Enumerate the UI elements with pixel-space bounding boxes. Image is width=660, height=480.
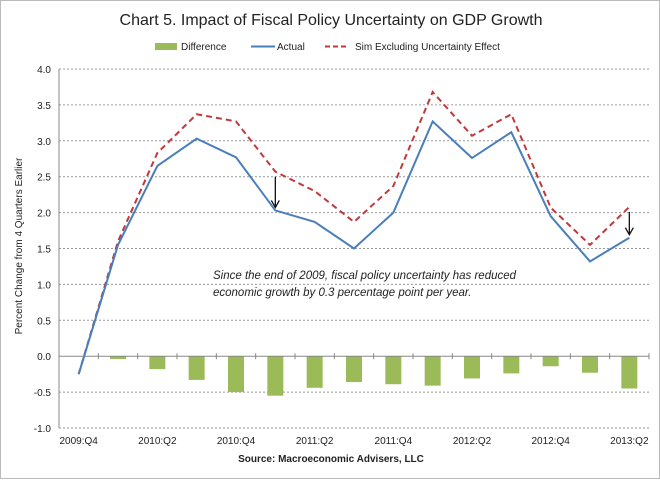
y-tick-label: 2.5 xyxy=(37,173,51,184)
difference-bar xyxy=(228,356,244,393)
actual-line xyxy=(77,119,630,375)
difference-bar xyxy=(346,356,362,383)
legend: Difference Actual Sim Excluding Uncertaint… xyxy=(155,42,500,53)
down-arrow-icon xyxy=(624,227,634,237)
difference-bar xyxy=(424,356,441,386)
annotation-line-2: economic growth by 0.3 percentage point … xyxy=(213,287,471,299)
y-tick-label: 3.5 xyxy=(37,101,51,112)
legend-swatch-difference xyxy=(155,43,177,50)
difference-bar xyxy=(542,356,559,367)
x-tick-label: 2011:Q4 xyxy=(375,436,413,447)
y-tick-label: 0.5 xyxy=(37,316,51,327)
difference-bar xyxy=(621,356,638,389)
y-tick-label: 4.0 xyxy=(37,65,51,76)
y-axis-label: Percent Change from 4 Quarters Earlier xyxy=(14,157,25,334)
difference-bar xyxy=(149,356,166,370)
difference-bar xyxy=(503,356,520,374)
x-tick-label: 2010:Q2 xyxy=(138,436,177,447)
legend-label-sim: Sim Excluding Uncertainty Effect xyxy=(355,42,500,53)
y-tick-label: 2.0 xyxy=(37,209,51,220)
x-tick-label: 2010:Q4 xyxy=(217,436,256,447)
down-arrow-icon xyxy=(270,200,280,209)
source-note: Source: Macroeconomic Advisers, LLC xyxy=(238,454,424,465)
difference-bar xyxy=(582,356,598,373)
y-tick-label: 3.0 xyxy=(37,137,51,148)
y-tick-label: 1.0 xyxy=(37,280,51,291)
difference-bar xyxy=(464,356,480,379)
legend-label-actual: Actual xyxy=(277,42,305,53)
difference-bar xyxy=(188,356,205,380)
x-tick-label: 2013:Q2 xyxy=(610,436,649,447)
difference-bar xyxy=(306,356,323,388)
annotation-line-1: Since the end of 2009, fiscal policy unc… xyxy=(213,270,517,282)
y-tick-label: -0.5 xyxy=(34,388,52,399)
difference-bar xyxy=(110,356,126,360)
sim-line xyxy=(77,90,631,375)
y-tick-label: -1.0 xyxy=(34,424,52,435)
chart-title: Chart 5. Impact of Fiscal Policy Uncerta… xyxy=(120,12,543,29)
y-tick-label: 1.5 xyxy=(37,245,51,256)
x-tick-label: 2012:Q4 xyxy=(531,436,570,447)
legend-label-difference: Difference xyxy=(181,42,227,53)
difference-bar xyxy=(385,356,402,385)
difference-bar xyxy=(267,356,284,396)
x-tick-label: 2009:Q4 xyxy=(59,436,98,447)
y-tick-label: 0.0 xyxy=(37,352,51,363)
x-tick-label: 2011:Q2 xyxy=(296,436,334,447)
x-tick-label: 2012:Q2 xyxy=(453,436,492,447)
